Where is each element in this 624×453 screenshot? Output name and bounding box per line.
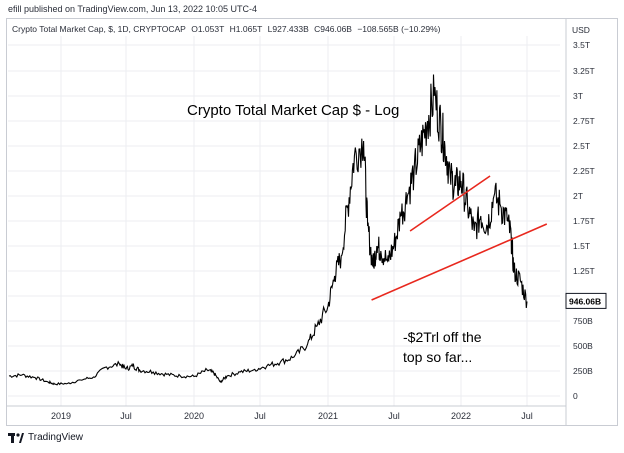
y-tick-label: 0 [573, 391, 578, 401]
symbol-name[interactable]: Crypto Total Market Cap, $, 1D, CRYPTOCA… [12, 24, 186, 34]
trendlines[interactable] [371, 175, 548, 301]
chart-frame [6, 18, 618, 426]
series-layer [8, 74, 528, 386]
change-value: −108.565B (−10.29%) [357, 24, 441, 34]
y-tick-label: 750B [573, 316, 593, 326]
publish-info: efill published on TradingView.com, Jun … [8, 4, 257, 14]
tradingview-brand[interactable]: TradingView [28, 432, 84, 443]
x-tick-label: 2019 [51, 411, 71, 421]
y-tick-label: 1.75T [573, 216, 595, 226]
x-axis: 2019 Jul 2020 Jul 2021 Jul 2022 Jul [6, 405, 566, 421]
y-tick-label: 1.25T [573, 266, 595, 276]
y-tick-label: 2.5T [573, 141, 590, 151]
y-tick-label: 3T [573, 91, 583, 101]
price-series-line [8, 74, 528, 386]
last-value-badge [565, 292, 607, 309]
ohlc-low: L927.433B [267, 24, 309, 34]
y-tick-label: 3.25T [573, 66, 595, 76]
grid [8, 36, 560, 406]
y-tick-label: 2.75T [573, 116, 595, 126]
x-tick-label: Jul [521, 411, 533, 421]
y-tick-label: 2T [573, 191, 583, 201]
y-tick-label: 3.5T [573, 40, 590, 50]
ohlc-open: O1.053T [191, 24, 225, 34]
y-tick-label: 500B [573, 341, 593, 351]
annotation-text-line2: top so far... [403, 349, 472, 365]
ohlc-high: H1.065T [229, 24, 263, 34]
annotation-text: -$2Trl off the [403, 329, 482, 345]
tradingview-logo-icon [8, 432, 24, 443]
y-axis: 3.5T 3.25T 3T 2.75T 2.5T 2.25T 2T 1.75T 1.5T 1.25… [565, 18, 595, 426]
chart-annotations: Crypto Total Market Cap $ - Log -$2Trl of… [187, 102, 607, 365]
ohlc-close: C946.06B [314, 24, 352, 34]
symbol-info-line: Crypto Total Market Cap, $, 1D, CRYPTOCA… [12, 24, 444, 34]
chart-title: Crypto Total Market Cap $ - Log [187, 102, 399, 119]
y-tick-label: 1.5T [573, 241, 590, 251]
y-tick-label: 250B [573, 366, 593, 376]
y-tick-label: 2.25T [573, 166, 595, 176]
x-tick-label: 2021 [318, 411, 338, 421]
x-tick-label: Jul [388, 411, 400, 421]
lower-trendline [371, 223, 548, 301]
x-tick-label: 2022 [451, 411, 471, 421]
upper-trendline [409, 175, 491, 232]
last-value-label: 946.06B [569, 296, 601, 306]
currency-label: USD [572, 25, 590, 35]
x-tick-label: Jul [254, 411, 266, 421]
x-tick-label: 2020 [184, 411, 204, 421]
footer: TradingView [8, 432, 83, 443]
x-tick-label: Jul [120, 411, 132, 421]
